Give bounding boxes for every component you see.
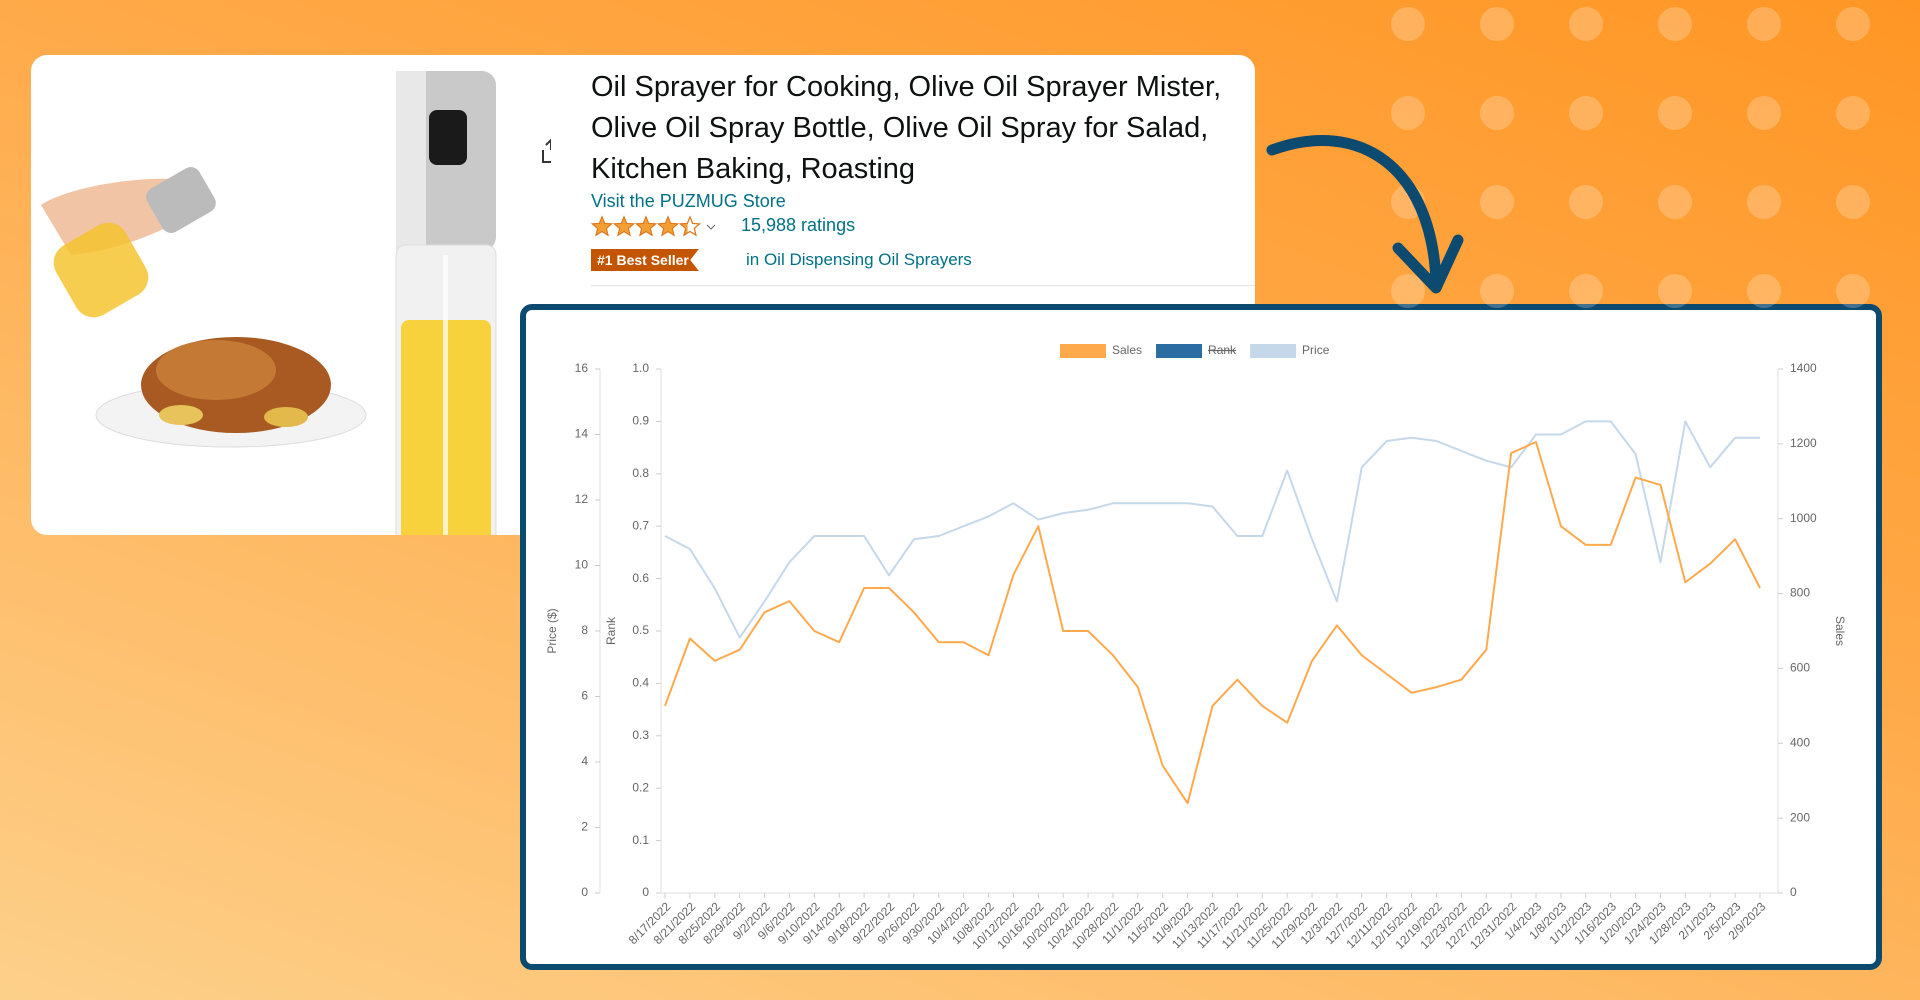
dot xyxy=(1747,185,1781,219)
tick-label: 12 xyxy=(575,492,589,506)
legend-swatch xyxy=(1250,344,1297,358)
legend-swatch xyxy=(1060,344,1106,358)
star xyxy=(679,221,688,237)
dot xyxy=(1480,96,1514,130)
chevron xyxy=(706,224,716,230)
product-title: Oil Sprayer for Cooking, Olive Oil Spray… xyxy=(591,71,1222,185)
star xyxy=(613,215,635,237)
star xyxy=(591,215,613,237)
tick-label: 0.4 xyxy=(632,676,649,690)
dot xyxy=(1658,274,1692,308)
legend-swatch xyxy=(1156,344,1203,358)
dot xyxy=(1480,185,1514,219)
tick-label: 6 xyxy=(581,689,588,703)
tick-label: 10 xyxy=(575,558,589,572)
decor-dots xyxy=(1391,7,1870,308)
store-link[interactable]: Visit the PUZMUG Store xyxy=(591,191,786,211)
dot xyxy=(1391,7,1425,41)
tick-label: 0.6 xyxy=(632,571,649,585)
tick-label: 1400 xyxy=(1790,361,1817,375)
series-line xyxy=(664,441,1761,805)
tick-label: 0.1 xyxy=(632,833,649,847)
dot xyxy=(1569,7,1603,41)
ratings-count[interactable]: 15,988 ratings xyxy=(741,215,856,235)
dot xyxy=(1836,7,1870,41)
tick-label: 0.9 xyxy=(632,414,649,428)
legend-label: Sales xyxy=(1112,343,1142,357)
tick-label: 600 xyxy=(1790,661,1810,675)
tick-label: 0 xyxy=(1790,885,1797,899)
dot xyxy=(1480,274,1514,308)
dot xyxy=(1836,96,1870,130)
legend-label: Rank xyxy=(1208,343,1237,357)
dot xyxy=(1836,274,1870,308)
product-card: Oil Sprayer for Cooking, Olive Oil Spray… xyxy=(31,55,1255,535)
divider xyxy=(591,285,1255,286)
y-axis-title: Price ($) xyxy=(545,608,559,653)
dot xyxy=(1391,96,1425,130)
product-image xyxy=(41,71,551,535)
tick-label: 800 xyxy=(1790,586,1810,600)
tick-label: 2 xyxy=(581,820,588,834)
tick-label: 16 xyxy=(575,361,589,375)
arrow-head xyxy=(1392,234,1464,294)
dot xyxy=(1836,185,1870,219)
dot xyxy=(1658,96,1692,130)
dot xyxy=(1391,274,1425,308)
tick-label: 1000 xyxy=(1790,511,1817,525)
best-seller-badge: #1 Best Seller xyxy=(591,249,699,271)
arrow xyxy=(1266,135,1442,288)
tick-label: 1200 xyxy=(1790,436,1817,450)
tick-label: 0.8 xyxy=(632,466,649,480)
dot xyxy=(1658,7,1692,41)
category-link[interactable]: in Oil Dispensing Oil Sprayers xyxy=(746,250,972,269)
series-line xyxy=(664,420,1760,639)
tick-label: 0.7 xyxy=(632,518,649,532)
tick-label: 0.3 xyxy=(632,728,649,742)
tick-label: 8 xyxy=(581,623,588,637)
dot xyxy=(1658,185,1692,219)
chart-panel xyxy=(520,304,1882,970)
tick-label: 4 xyxy=(581,754,588,768)
dot xyxy=(1747,7,1781,41)
star xyxy=(657,215,679,237)
y2-axis-title: Sales xyxy=(1833,616,1847,646)
dot xyxy=(1569,96,1603,130)
tick-label: 0 xyxy=(581,885,588,899)
tick-label: 0.2 xyxy=(632,780,649,794)
tick-label: 0 xyxy=(642,885,649,899)
star xyxy=(635,215,657,237)
tick-label: 1.0 xyxy=(632,361,649,375)
dot xyxy=(1569,274,1603,308)
tick-label: 200 xyxy=(1790,810,1810,824)
rank-axis-title: Rank xyxy=(604,616,618,645)
dot xyxy=(1569,185,1603,219)
tick-label: 14 xyxy=(575,427,589,441)
dot xyxy=(1747,274,1781,308)
star-rating xyxy=(591,215,716,237)
legend-label: Price xyxy=(1302,343,1330,357)
dot xyxy=(1480,7,1514,41)
tick-label: 400 xyxy=(1790,735,1810,749)
dot xyxy=(1747,96,1781,130)
star-fill xyxy=(591,215,688,237)
tick-label: 0.5 xyxy=(632,623,649,637)
